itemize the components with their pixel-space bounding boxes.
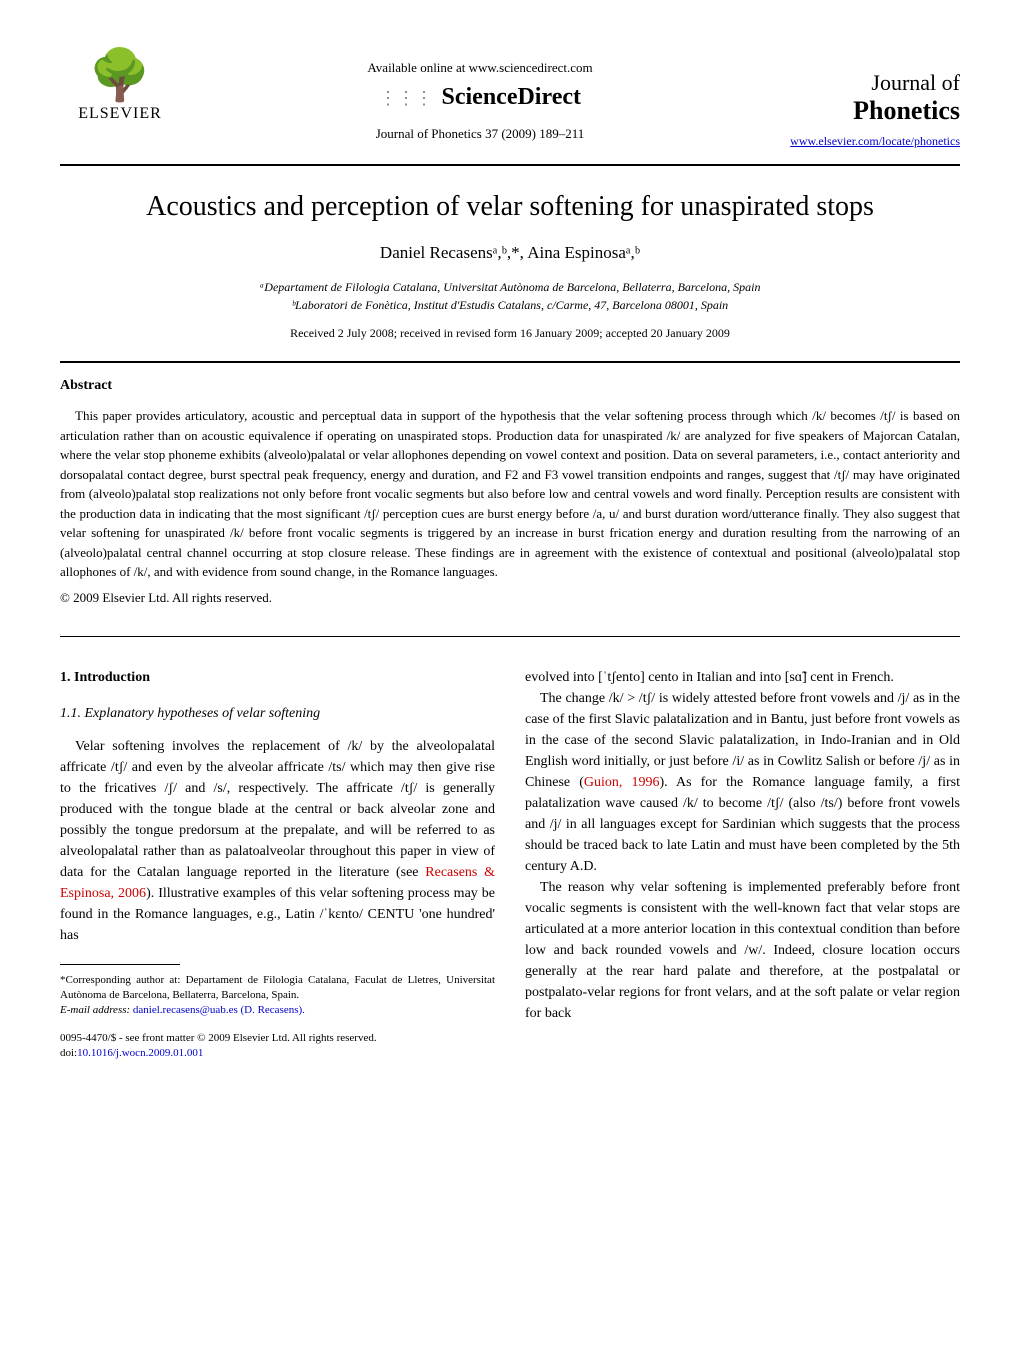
email-label: E-mail address: [60,1004,130,1016]
left-column: 1. Introduction 1.1. Explanatory hypothe… [60,667,495,1062]
journal-reference: Journal of Phonetics 37 (2009) 189–211 [180,126,780,142]
abstract-heading: Abstract [60,378,960,394]
science-direct-logo: ⋮⋮⋮ ScienceDirect [180,84,780,111]
footnote-divider [60,964,180,965]
science-direct-text: ScienceDirect [442,84,582,110]
doi-label: doi: [60,1047,77,1059]
elsevier-tree-icon: 🌳 [60,50,180,100]
abstract-text: This paper provides articulatory, acoust… [60,406,960,582]
affiliations: ᵃDepartament de Filologia Catalana, Univ… [60,278,960,314]
center-header: Available online at www.sciencedirect.co… [180,50,780,142]
header-row: 🌳 ELSEVIER Available online at www.scien… [60,50,960,149]
section-1-heading: 1. Introduction [60,667,495,688]
right-column: evolved into [ˈtʃento] cento in Italian … [525,667,960,1062]
publisher-logo: 🌳 ELSEVIER [60,50,180,123]
journal-name-line2: Phonetics [780,96,960,126]
mid-divider [60,361,960,363]
front-matter: 0095-4470/$ - see front matter © 2009 El… [60,1031,495,1046]
email-footnote: E-mail address: daniel.recasens@uab.es (… [60,1003,495,1018]
doi-link[interactable]: 10.1016/j.wocn.2009.01.001 [77,1047,203,1059]
sd-dots-icon: ⋮⋮⋮ [379,88,433,108]
body-para-1: Velar softening involves the replacement… [60,736,495,946]
corresponding-footnote: *Corresponding author at: Departament de… [60,973,495,1004]
col2-para-1: evolved into [ˈtʃento] cento in Italian … [525,667,960,688]
para-text-1a: Velar softening involves the replacement… [60,739,495,880]
journal-name-line1: Journal of [780,70,960,96]
article-dates: Received 2 July 2008; received in revise… [60,326,960,341]
doi-section: 0095-4470/$ - see front matter © 2009 El… [60,1031,495,1062]
col2-para-2: The change /k/ > /tʃ/ is widely attested… [525,688,960,877]
section-11-heading: 1.1. Explanatory hypotheses of velar sof… [60,703,495,724]
authors: Daniel Recasensᵃ,ᵇ,*, Aina Espinosaᵃ,ᵇ [60,243,960,263]
publisher-name: ELSEVIER [60,105,180,123]
two-column-body: 1. Introduction 1.1. Explanatory hypothe… [60,667,960,1062]
journal-logo: Journal of Phonetics www.elsevier.com/lo… [780,50,960,149]
available-online-text: Available online at www.sciencedirect.co… [180,60,780,76]
doi-line: doi:10.1016/j.wocn.2009.01.001 [60,1046,495,1061]
copyright: © 2009 Elsevier Ltd. All rights reserved… [60,590,960,606]
article-title: Acoustics and perception of velar soften… [60,191,960,223]
abstract-divider [60,636,960,637]
affiliation-a: ᵃDepartament de Filologia Catalana, Univ… [60,278,960,296]
affiliation-b: ᵇLaboratori de Fonètica, Institut d'Estu… [60,296,960,314]
col2-para-3: The reason why velar softening is implem… [525,877,960,1024]
top-divider [60,164,960,166]
email-link[interactable]: daniel.recasens@uab.es (D. Recasens). [133,1004,305,1016]
reference-link-2[interactable]: Guion, 1996 [584,775,660,790]
journal-url-link[interactable]: www.elsevier.com/locate/phonetics [780,134,960,149]
